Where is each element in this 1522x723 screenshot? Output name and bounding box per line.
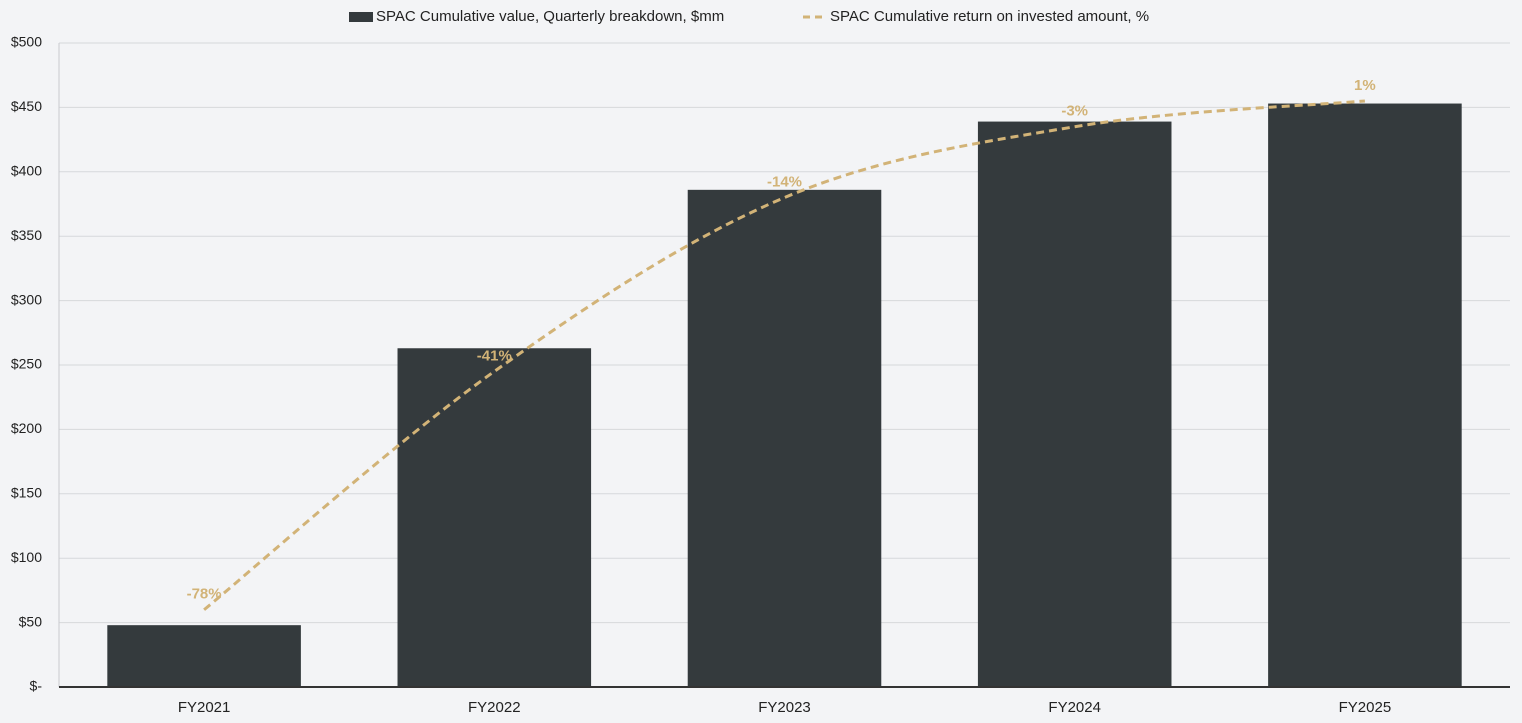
y-tick-label: $300 [11, 291, 42, 307]
legend-swatch [349, 12, 373, 22]
x-tick-label: FY2023 [758, 699, 811, 716]
bar [687, 189, 882, 687]
y-tick-label: $250 [11, 356, 42, 372]
bar [397, 348, 592, 687]
x-tick-label: FY2021 [178, 699, 231, 716]
data-label: -14% [767, 174, 802, 191]
y-tick-label: $350 [11, 227, 42, 243]
line [203, 99, 1366, 611]
data-label: -78% [187, 586, 222, 603]
x-tick-label: FY2025 [1339, 699, 1392, 716]
y-tick-label: $500 [11, 34, 42, 50]
legend-label: SPAC Cumulative return on invested amoun… [830, 8, 1149, 25]
y-tick-label: $50 [19, 613, 43, 629]
bar [977, 121, 1172, 688]
bar [1268, 103, 1462, 687]
data-label: 1% [1354, 77, 1376, 94]
y-tick-label: $400 [11, 163, 42, 179]
y-tick-label: $150 [11, 485, 42, 501]
y-tick-label: $100 [11, 549, 42, 565]
y-tick-label: $200 [11, 420, 42, 436]
data-label: -3% [1061, 103, 1088, 120]
legend-label: SPAC Cumulative value, Quarterly breakdo… [376, 8, 724, 25]
bar [107, 625, 301, 687]
x-tick-label: FY2024 [1048, 699, 1101, 716]
y-tick-label: $- [30, 678, 43, 694]
y-tick-label: $450 [11, 98, 42, 114]
data-label: -41% [477, 347, 512, 364]
x-tick-label: FY2022 [468, 699, 521, 716]
